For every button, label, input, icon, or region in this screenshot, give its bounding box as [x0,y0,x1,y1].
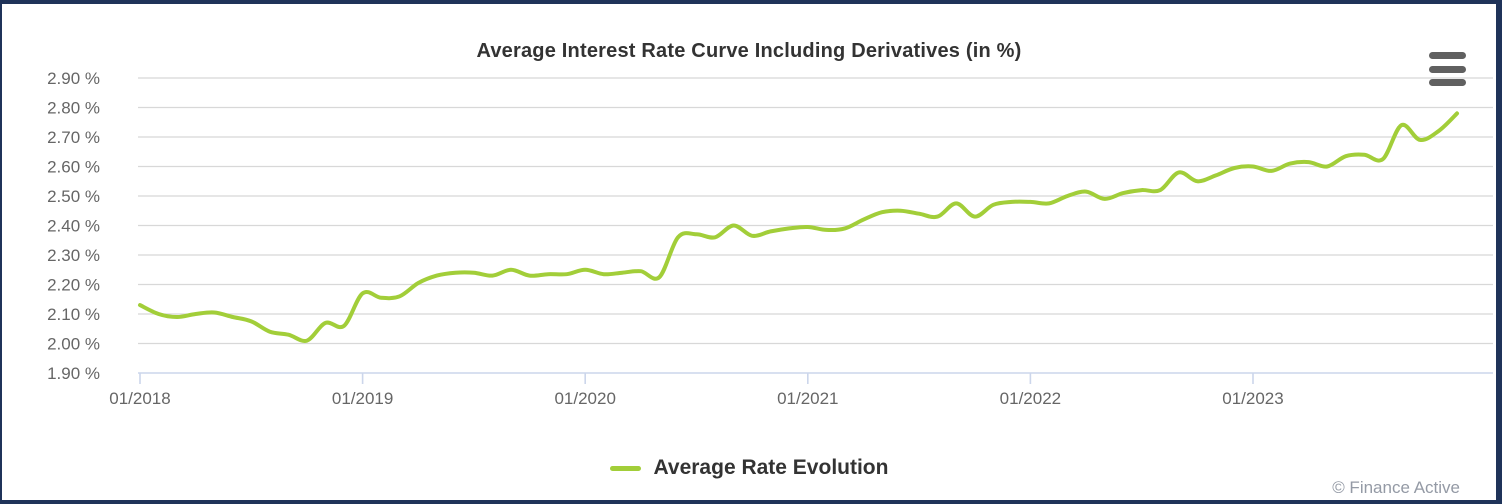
hamburger-icon [1429,79,1466,86]
hamburger-icon [1429,52,1466,59]
y-axis-tick-label: 2.90 % [47,69,100,88]
hamburger-icon [1429,65,1466,73]
x-axis-tick-label: 01/2023 [1222,389,1283,408]
y-axis-tick-label: 2.10 % [47,305,100,324]
y-axis-tick-label: 2.70 % [47,128,100,147]
credits-text: © Finance Active [1332,478,1460,497]
y-axis-tick-label: 2.20 % [47,276,100,295]
y-axis-tick-label: 2.80 % [47,99,100,118]
y-axis-tick-label: 2.40 % [47,217,100,236]
y-axis-tick-label: 2.60 % [47,158,100,177]
legend-line-swatch [609,465,641,471]
y-axis-tick-label: 2.00 % [47,335,100,354]
chart-title: Average Interest Rate Curve Including De… [476,40,1022,62]
y-axis-tick-label: 1.90 % [47,364,100,383]
x-axis-tick-label: 01/2022 [1000,389,1061,408]
y-axis-tick-label: 2.30 % [47,246,100,265]
x-axis-tick-label: 01/2019 [332,389,393,408]
legend-label: Average Rate Evolution [653,456,889,479]
x-axis-tick-label: 01/2021 [777,389,838,408]
export-menu-button[interactable] [1429,52,1466,86]
legend-item-average-rate-evolution[interactable]: Average Rate Evolution [2,456,1496,480]
x-axis-tick-label: 01/2020 [554,389,615,408]
plot-area: 2.90 % 2.80 % 2.70 % 2.60 % 2.50 % 2.40 % 2.30… [47,69,1493,408]
series-line-average-rate-evolution [138,111,1459,343]
y-axis-tick-label: 2.50 % [47,187,100,206]
x-axis-tick-label: 01/2018 [109,389,170,408]
